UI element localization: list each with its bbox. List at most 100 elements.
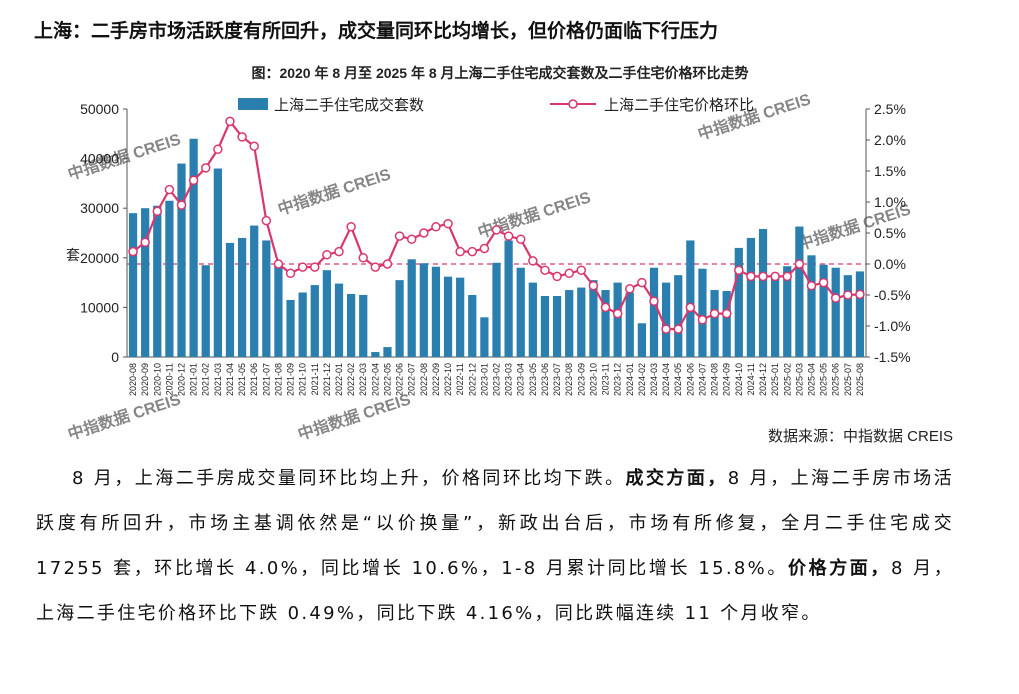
x-tick-label: 2022-06	[395, 363, 405, 396]
bar	[141, 208, 150, 357]
line-point	[661, 324, 671, 334]
x-tick-label: 2020-10	[152, 363, 162, 396]
x-tick-label: 2022-09	[431, 363, 441, 396]
x-tick-label: 2023-02	[492, 363, 502, 396]
line-point	[515, 234, 526, 244]
x-tick-label: 2022-11	[455, 363, 465, 395]
line-point	[455, 246, 465, 257]
bar	[516, 267, 525, 357]
x-tick-label: 2025-05	[819, 363, 829, 396]
line-point	[782, 271, 793, 282]
bar	[310, 285, 319, 357]
bar	[746, 237, 756, 357]
bar	[407, 259, 416, 357]
legend-label: 上海二手住宅价格环比	[604, 97, 754, 114]
bar	[831, 267, 840, 357]
text: 8 月，上海二手房成交量同环比均上升，价格同环比均下跌。	[72, 468, 626, 489]
line-point	[261, 215, 272, 226]
x-tick-label: 2022-12	[467, 363, 477, 396]
x-tick-label: 2021-05	[237, 363, 247, 396]
bar	[165, 200, 174, 357]
x-tick-label: 2023-01	[479, 363, 489, 396]
x-tick-label: 2024-06	[685, 363, 695, 396]
bar	[298, 292, 307, 357]
bar	[334, 283, 344, 357]
bar	[237, 237, 247, 357]
line-point	[419, 228, 429, 238]
x-tick-label: 2023-11	[601, 363, 611, 395]
line-point	[164, 184, 175, 195]
x-tick-label: 2021-10	[298, 363, 308, 396]
bar	[456, 277, 465, 357]
line-point	[649, 296, 659, 306]
bar	[674, 275, 683, 357]
bar	[189, 138, 198, 357]
text: 8 月，上海二手房市场活跃度有所回升，市场主基调依然是“以价换量”，新政出台后，…	[36, 468, 955, 579]
legend-label: 上海二手住宅成交套数	[274, 96, 424, 114]
line-point	[734, 265, 744, 275]
y2-tick-label: 1.5%	[874, 163, 906, 179]
line-point	[855, 289, 865, 300]
x-tick-label: 2021-04	[225, 363, 235, 396]
bar	[492, 262, 501, 357]
x-tick-label: 2025-08	[855, 363, 865, 396]
bar	[201, 265, 210, 357]
bar	[359, 295, 368, 357]
x-tick-label: 2023-08	[564, 363, 574, 396]
y-tick-label: 30000	[80, 200, 119, 216]
line-point	[843, 290, 853, 300]
bar	[540, 295, 550, 357]
x-tick-label: 2025-03	[794, 363, 804, 396]
bar	[177, 163, 186, 357]
line-point	[746, 271, 756, 282]
bar	[783, 266, 792, 357]
bar	[128, 213, 138, 357]
bar	[322, 270, 332, 357]
bar	[613, 282, 622, 357]
y-tick-label: 50000	[80, 101, 119, 117]
bar	[565, 290, 574, 357]
line-point	[806, 280, 817, 291]
line-point	[322, 249, 332, 260]
line-point	[709, 308, 720, 319]
bar	[395, 280, 404, 357]
x-tick-label: 2024-10	[734, 363, 744, 396]
line-point	[721, 308, 732, 319]
x-tick-label: 2025-06	[831, 363, 841, 396]
x-tick-label: 2025-04	[806, 363, 816, 396]
x-tick-label: 2020-12	[177, 363, 187, 396]
line-point	[503, 231, 514, 241]
bar	[661, 282, 671, 357]
bar	[625, 292, 634, 357]
line-point	[443, 218, 453, 229]
x-tick-label: 2024-08	[710, 363, 720, 396]
bar	[480, 317, 489, 357]
watermark: 中指数据 CREIS	[275, 164, 393, 218]
y2-tick-label: -0.5%	[874, 287, 911, 303]
line-point	[382, 259, 393, 269]
x-tick-label: 2022-03	[358, 363, 368, 396]
bold-text: 价格方面，	[787, 558, 892, 579]
line-point	[564, 268, 574, 279]
line-point	[637, 277, 647, 288]
x-tick-label: 2024-07	[697, 363, 707, 396]
bar	[601, 290, 610, 357]
line-point	[213, 144, 223, 155]
bar	[528, 282, 537, 357]
line-point	[237, 132, 247, 142]
legend-swatch	[568, 99, 578, 109]
heading: 上海：二手房市场活跃度有所回升，成交量同环比均增长，但价格仍面临下行压力	[34, 20, 719, 42]
line-point	[467, 246, 478, 257]
line-point	[370, 262, 381, 272]
x-tick-label: 2024-04	[661, 363, 671, 396]
y2-tick-label: -1.5%	[874, 349, 911, 365]
bar	[552, 295, 562, 357]
line-point	[491, 225, 502, 235]
line-point	[358, 253, 368, 263]
bar	[686, 240, 695, 357]
y2-tick-label: 0.0%	[874, 256, 906, 272]
y2-tick-label: -1.0%	[874, 318, 911, 334]
text: 8 月，上海二手住宅价格环比下跌 0.49%，同比下跌 4.16%，同比跌幅连续…	[36, 558, 954, 624]
line-point	[673, 324, 683, 334]
x-tick-label: 2023-05	[528, 363, 538, 396]
